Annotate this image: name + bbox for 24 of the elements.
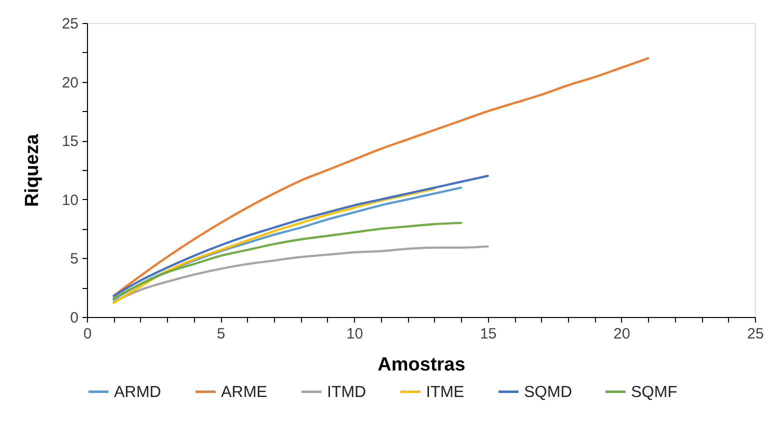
- y-tick-label: 5: [70, 250, 78, 268]
- x-tick-label: 25: [747, 326, 764, 342]
- x-axis-title: Amostras: [378, 354, 466, 376]
- line-series: [112, 174, 489, 297]
- line-series: [112, 245, 489, 303]
- x-tick-label: 15: [480, 326, 497, 342]
- legend-label: SQMF: [631, 384, 678, 401]
- x-tick-label: 10: [346, 326, 364, 342]
- y-tick-label: 15: [62, 133, 78, 150]
- y-tick-label: 25: [62, 16, 78, 32]
- line-series: [112, 222, 462, 300]
- x-tick-label: 5: [216, 326, 226, 342]
- y-tick-label: 20: [62, 74, 78, 92]
- line-series: [112, 57, 650, 297]
- legend-label: ARMD: [114, 384, 162, 401]
- legend-label: ITME: [426, 384, 464, 401]
- y-tick-label: 0: [70, 310, 78, 326]
- y-tick-label: 10: [62, 192, 78, 209]
- legend-label: ITMD: [327, 384, 366, 401]
- y-axis-title: Riqueza: [22, 134, 43, 207]
- x-tick-label: 20: [614, 326, 630, 342]
- legend-label: SQMD: [524, 384, 572, 401]
- x-tick-label: 0: [83, 326, 92, 342]
- legend-label: ARME: [221, 384, 268, 401]
